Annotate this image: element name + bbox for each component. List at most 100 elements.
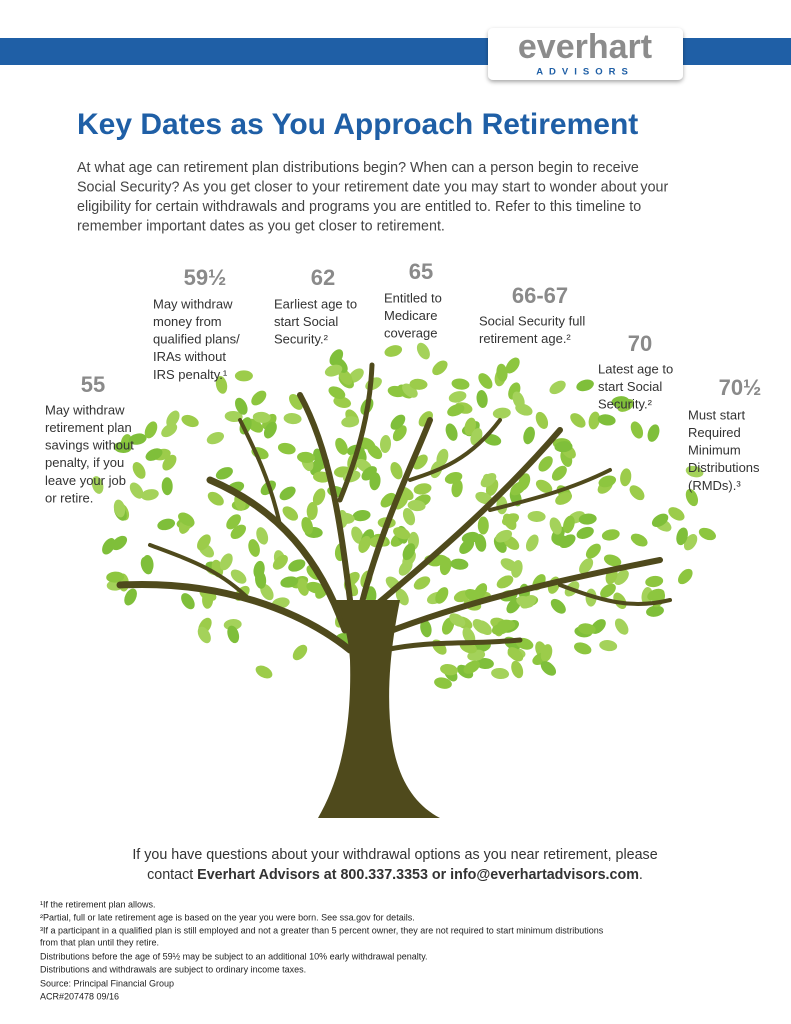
- logo-sub: ADVISORS: [536, 67, 634, 78]
- intro-line: Social Security? As you get closer to yo…: [77, 179, 668, 195]
- leaf: [540, 661, 557, 676]
- leaf: [215, 376, 228, 394]
- leaf: [312, 488, 326, 506]
- leaf: [306, 502, 318, 520]
- milestone-text: Social Security full: [479, 313, 585, 328]
- leaf: [685, 465, 704, 478]
- leaf: [551, 465, 567, 481]
- leaf: [685, 488, 699, 507]
- leaf: [449, 613, 466, 627]
- leaf: [497, 619, 516, 631]
- contact-bold: Everhart Advisors at 800.337.3353 or inf…: [197, 867, 639, 883]
- leaf: [535, 479, 553, 494]
- leaf: [248, 539, 260, 557]
- leaf: [444, 471, 463, 484]
- leaf: [445, 423, 458, 441]
- leaf: [630, 533, 648, 547]
- leaf: [478, 373, 493, 389]
- leaf: [387, 385, 406, 398]
- leaf: [646, 605, 664, 617]
- milestone-text: Latest age to: [598, 361, 673, 376]
- footnote: ³If a participant in a qualified plan is…: [40, 925, 604, 935]
- leaf: [554, 441, 573, 453]
- contact-line: contact Everhart Advisors at 800.337.335…: [147, 867, 643, 883]
- leaf: [181, 593, 195, 610]
- leaf: [462, 627, 476, 645]
- leaf: [611, 396, 630, 408]
- leaf: [390, 462, 403, 480]
- footnote: Distributions before the age of 59½ may …: [40, 951, 428, 961]
- milestone-text: start Social: [274, 314, 338, 329]
- leaf: [620, 468, 632, 487]
- leaf: [535, 411, 549, 429]
- leaf: [140, 556, 153, 575]
- leaf: [393, 527, 411, 540]
- leaf: [166, 410, 180, 428]
- title: Key Dates as You Approach Retirement: [77, 108, 638, 141]
- milestone-text: Required: [688, 425, 741, 440]
- logo-name: everhart: [518, 28, 652, 66]
- milestone-text: IRS penalty.¹: [153, 367, 228, 382]
- milestone-age: 59½: [184, 265, 227, 290]
- leaf: [448, 391, 467, 403]
- milestone-text: Security.²: [274, 332, 329, 347]
- leaf: [502, 513, 517, 530]
- leaf: [230, 569, 247, 584]
- leaf: [288, 559, 306, 572]
- leaf: [540, 644, 553, 662]
- leaf: [450, 558, 469, 570]
- leaf: [157, 518, 176, 531]
- leaf: [512, 391, 525, 409]
- contact-line: If you have questions about your withdra…: [132, 847, 657, 863]
- leaf: [292, 644, 308, 661]
- leaf: [577, 623, 596, 635]
- leaf: [588, 411, 600, 430]
- leaf: [435, 587, 449, 604]
- milestone-text: savings without: [45, 438, 134, 453]
- milestone-text: Must start: [688, 407, 745, 422]
- leaf: [402, 508, 416, 526]
- leaf: [651, 513, 669, 527]
- leaf: [647, 424, 660, 442]
- leaf: [251, 390, 267, 406]
- footnote: Source: Principal Financial Group: [40, 978, 174, 988]
- leaf: [491, 667, 510, 680]
- leaf: [113, 441, 132, 453]
- leaf: [475, 657, 494, 670]
- leaf: [256, 527, 269, 545]
- milestone-text: penalty, if you: [45, 455, 124, 470]
- leaf: [301, 516, 314, 535]
- milestone-text: Security.²: [598, 397, 653, 412]
- leaf: [570, 413, 586, 428]
- milestone-text: Earliest age to: [274, 296, 357, 311]
- leaf: [678, 568, 693, 585]
- leaf: [525, 534, 539, 552]
- leaf: [523, 426, 535, 445]
- leaf: [341, 416, 360, 428]
- leaf: [358, 535, 371, 553]
- leaf: [407, 500, 426, 512]
- leaf: [576, 379, 594, 392]
- leaf: [480, 473, 497, 488]
- milestone-text: or retire.: [45, 490, 93, 505]
- leaf: [597, 414, 616, 426]
- leaf: [129, 482, 144, 499]
- leaf: [641, 587, 653, 605]
- leaf: [128, 433, 147, 445]
- leaf: [520, 595, 537, 609]
- leaf: [215, 467, 233, 480]
- leaf: [600, 583, 616, 598]
- leaf: [599, 640, 618, 652]
- milestone-text: start Social: [598, 379, 662, 394]
- leaf: [235, 397, 248, 415]
- leaf: [698, 527, 716, 541]
- leaf: [527, 510, 546, 523]
- leaf: [549, 517, 562, 535]
- leaf: [402, 543, 416, 561]
- leaf: [538, 456, 553, 472]
- leaf: [447, 404, 465, 417]
- leaf: [413, 576, 431, 590]
- leaf: [413, 483, 432, 495]
- leaf: [614, 618, 629, 635]
